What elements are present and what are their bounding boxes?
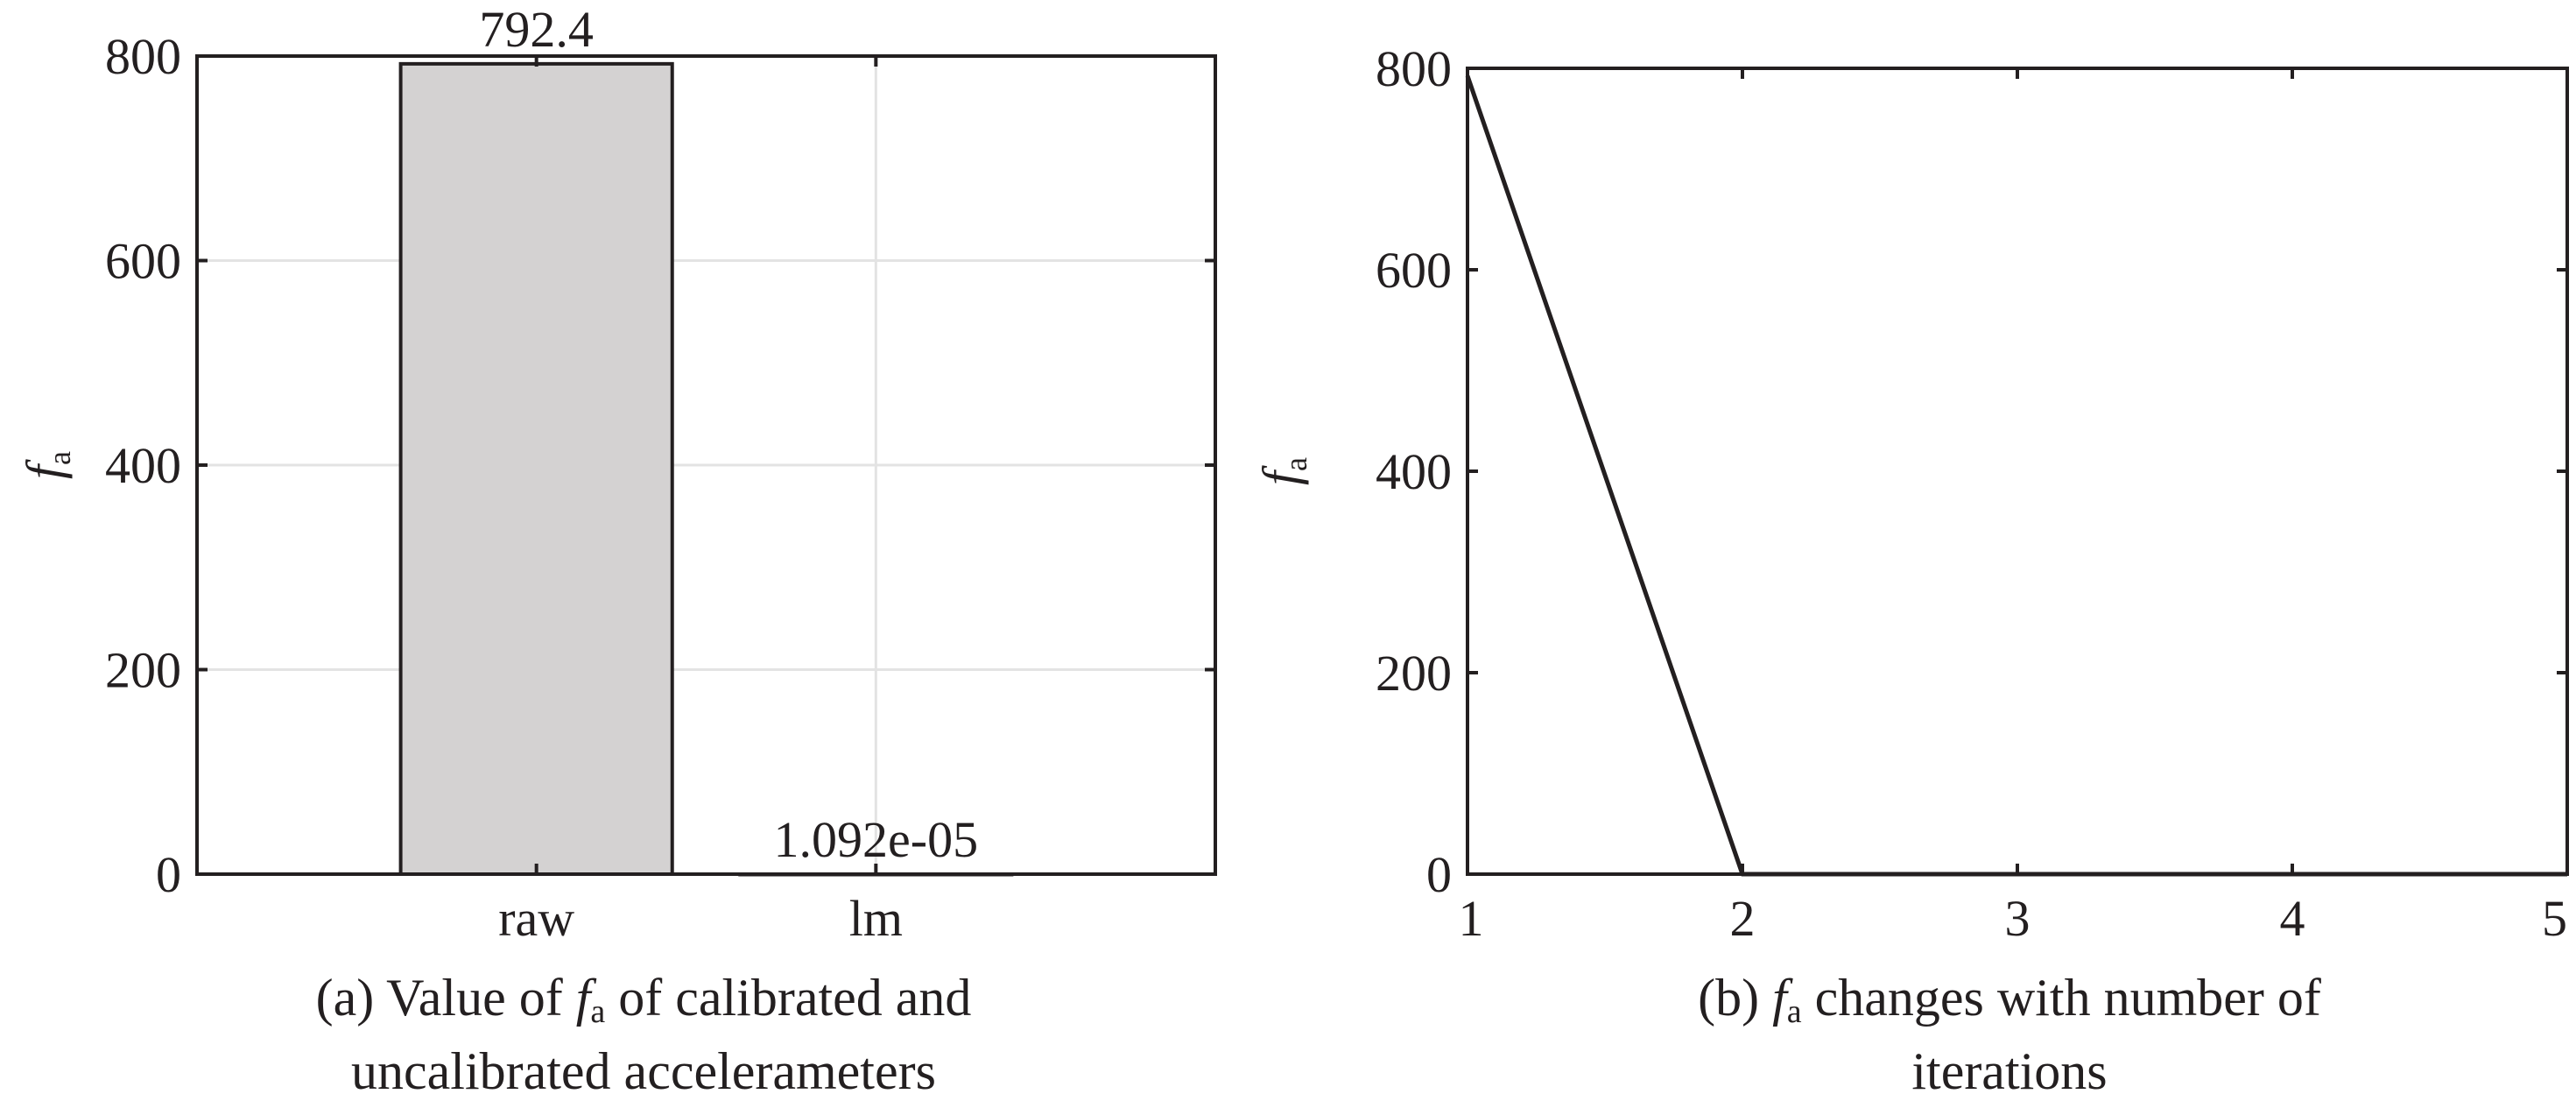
- y-axis-label: fa: [16, 451, 77, 479]
- caption-a: (a) Value of fa of calibrated and uncali…: [315, 969, 972, 1100]
- y-tick-label: 200: [1376, 645, 1452, 702]
- svg-text:fa: fa: [16, 451, 77, 479]
- x-tick-label: 3: [2005, 890, 2031, 947]
- panel-a: 792.4 1.092e-05 0 200 400 600 800 raw lm: [105, 1, 1217, 947]
- x-tick-label: 4: [2280, 890, 2305, 947]
- y-tick-label: 800: [105, 28, 181, 85]
- y-tick-label: 0: [156, 846, 181, 903]
- data-label: 1.092e-05: [774, 811, 979, 868]
- svg-text:fa: fa: [1252, 457, 1313, 485]
- y-tick-label: 400: [1376, 443, 1452, 500]
- caption-b: (b) fa changes with number of iterations: [1698, 969, 2321, 1100]
- y-tick-label: 800: [1376, 40, 1452, 97]
- x-tick-label: 2: [1730, 890, 1756, 947]
- x-tick-label: lm: [849, 890, 903, 947]
- bar-raw: [398, 61, 674, 877]
- series-line: [1465, 74, 2567, 877]
- data-label: 792.4: [479, 1, 594, 58]
- panel-b: 0 200 400 600 800 1 2 3 4 5: [1376, 40, 2569, 947]
- x-tick-label: 1: [1459, 890, 1484, 947]
- y-tick-label: 600: [1376, 242, 1452, 299]
- y-tick-label: 400: [105, 437, 181, 494]
- axes-box: [1466, 67, 2569, 876]
- y-tick-label: 0: [1426, 846, 1452, 903]
- y-tick-label: 200: [105, 642, 181, 699]
- y-axis-label: fa: [1252, 457, 1313, 485]
- x-tick-label: 5: [2542, 890, 2567, 947]
- x-tick-label: raw: [498, 890, 574, 947]
- y-tick-label: 600: [105, 233, 181, 290]
